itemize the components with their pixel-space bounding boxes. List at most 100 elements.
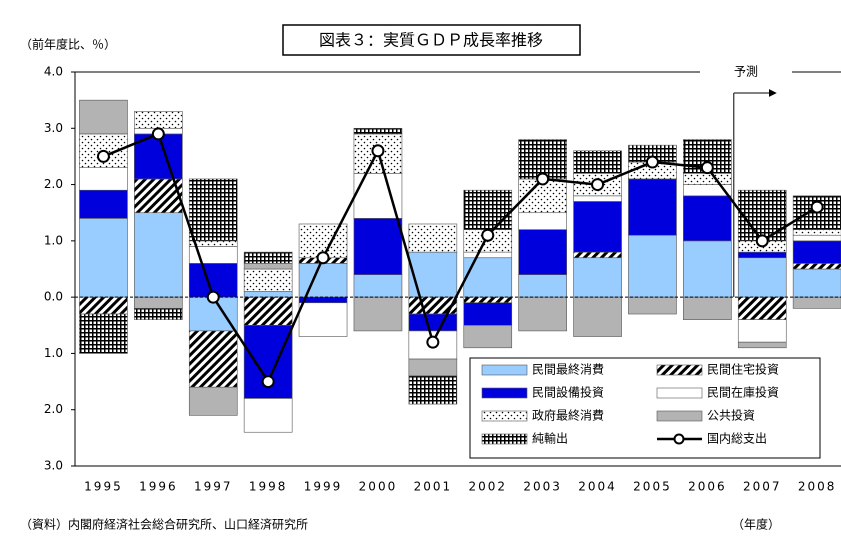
bar-segment [628,234,677,298]
line-marker [591,178,605,192]
bar-segment [353,127,403,135]
bar-segment [79,218,128,298]
legend-label: 公共投資 [707,408,755,423]
y-tick-label: 2.0 [44,402,63,416]
legend-label: 国内総支出 [707,432,767,446]
bar-segment [737,341,787,349]
bar-segment [353,218,403,275]
legend-box [469,357,821,459]
bar-segment [463,302,513,326]
line-marker [700,161,714,175]
bar-segment [408,313,458,332]
bar-segment [518,139,567,180]
legend-swatch [656,387,703,399]
bar-segment [134,296,183,309]
bar-segment [573,150,622,174]
legend-label: 民間設備投資 [532,385,604,400]
bar-segment [408,375,458,405]
x-tick-label: 2004 [578,480,617,494]
bar-segment [353,133,403,174]
line-series [102,132,818,385]
legend-swatch [481,410,528,422]
bar-segment [792,296,841,309]
bar-segment [463,324,513,349]
bar-segment [243,251,293,264]
line-marker [316,251,330,265]
y-tick-label: 4.0 [44,65,63,79]
line-marker [206,290,220,304]
line-marker [426,335,440,349]
x-tick-label: 1996 [139,480,178,494]
bar-segment [628,296,677,315]
legend-swatch [481,387,528,399]
bar-segment [134,308,183,320]
line-marker [96,149,110,163]
bar-segment [683,195,732,242]
bar-segment [792,263,841,270]
y-tick-label: 2.0 [44,177,63,191]
bar-segment [79,296,128,315]
y-tick-label: 1.0 [44,233,63,247]
x-tick-label: 1998 [249,480,288,494]
bar-segment [518,229,567,275]
bar-segment [683,173,732,185]
y-tick-label: 0.0 [44,290,63,304]
legend-label: 民間在庫投資 [707,385,779,400]
bar-segment [408,223,458,253]
y-axis-label: （前年度比、％） [20,37,116,52]
bar-segment [518,212,567,230]
legend-swatch [656,364,703,376]
bar-segment [573,251,622,259]
x-tick-label: 2001 [414,480,453,494]
line-marker [755,234,769,248]
bar-segment [134,111,183,129]
bar-segment [573,257,622,298]
bar-segment [243,263,293,270]
bar-segment [188,330,238,388]
x-axis-label: （年度） [732,517,780,532]
line-marker [645,155,659,169]
bar-segment [353,274,403,298]
legend-label: 政府最終消費 [532,408,604,423]
bar-segment [408,251,458,298]
x-tick-label: 2007 [743,480,782,494]
bar-segment [737,251,787,259]
bar-segment [188,386,238,416]
bar-segment [628,178,677,236]
line-marker [151,127,165,141]
y-tick-label: 1.0 [44,346,63,360]
bar-segment [243,291,293,298]
bar-segment [573,195,622,202]
bar-segment [737,189,787,242]
bar-segment [573,296,622,337]
x-tick-label: 2008 [798,480,837,494]
annotation: 予測 [734,65,758,79]
x-tick-label: 2002 [468,480,507,494]
legend-swatch [481,433,528,445]
legend-swatch [656,410,703,422]
x-tick-label: 1997 [194,480,233,494]
bar-segment [298,263,348,298]
bar-segment [463,257,513,298]
line-marker [536,172,550,186]
bar-segment [518,296,567,332]
bar-segment [792,240,841,264]
bar-segment [79,99,128,135]
source: （資料）内閣府経済社会総合研究所、山口経済研究所 [20,517,308,532]
bar-segment [792,268,841,298]
x-tick-label: 2003 [523,480,562,494]
legend-label: 民間住宅投資 [707,362,779,377]
bar-segment [737,319,787,343]
title-box [282,24,581,56]
bar-segment [353,296,403,332]
x-tick-label: 1999 [304,480,343,494]
legend-swatch [673,433,685,445]
bar-segment [792,229,841,236]
chart-title: 図表３：実質ＧＤＰ成長率推移 [319,31,543,50]
x-tick-label: 2000 [359,480,398,494]
bar-segment [792,234,841,242]
line-marker [481,228,495,242]
bar-segment [134,212,183,298]
bar-segment [243,268,293,292]
bar-segment [188,178,238,242]
